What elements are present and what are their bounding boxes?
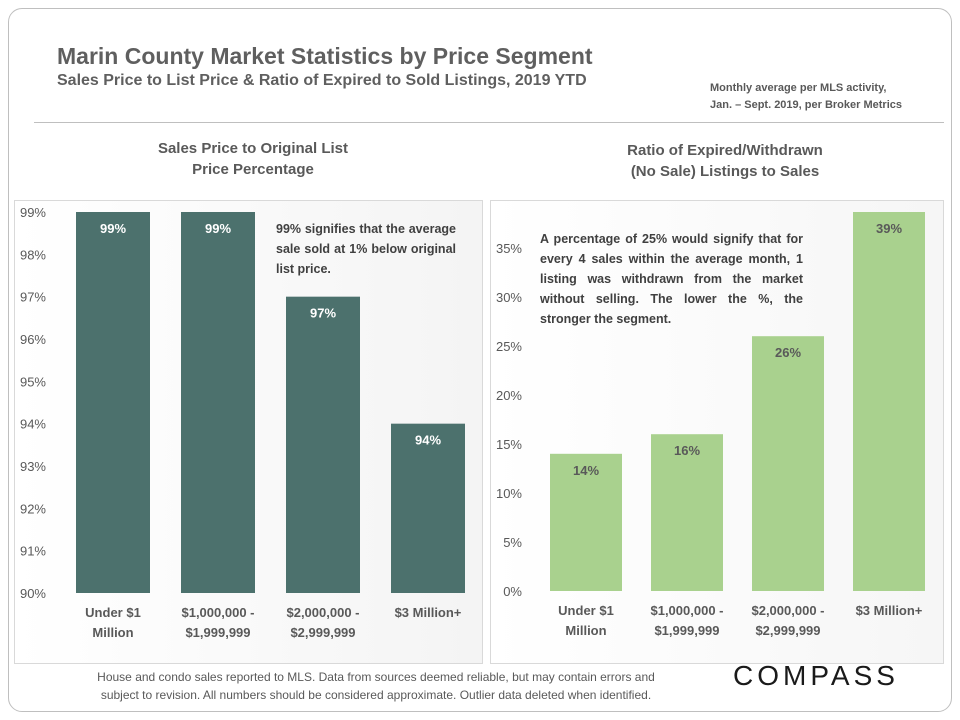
chart-2-title: Ratio of Expired/Withdrawn (No Sale) Lis… xyxy=(580,140,870,182)
chart-1-annotation: 99% signifies that the average sale sold… xyxy=(276,222,456,276)
footer-line-2: subject to revision. All numbers should … xyxy=(100,688,652,702)
source-note: Monthly average per MLS activity, Jan. –… xyxy=(710,80,902,114)
chart-1-bar xyxy=(391,423,465,593)
chart-2-ytick-label: 35% xyxy=(496,241,522,256)
chart-2-category-label: Under $1 Million xyxy=(558,603,614,638)
chart-2-ytick-label: 5% xyxy=(503,535,522,550)
chart-1-category-label: $3 Million+ xyxy=(395,605,462,620)
chart-1-ytick-label: 92% xyxy=(20,501,46,516)
chart-2-category-label: $3 Million+ xyxy=(856,603,923,618)
chart-1-title-line-2: Price Percentage xyxy=(192,161,314,178)
chart-1-title-line-1: Sales Price to Original List xyxy=(157,140,349,157)
chart-2-annotation: A percentage of 25% would signify that f… xyxy=(540,232,803,326)
chart-1-category-label: $1,000,000 -$1,999,999 xyxy=(181,605,254,640)
chart-2-ytick-label: 30% xyxy=(496,290,522,305)
chart-1-ytick-label: 96% xyxy=(20,332,46,347)
chart-1-category-label: Under $1 Million xyxy=(85,605,141,640)
footer-line-1: House and condo sales reported to MLS. D… xyxy=(97,670,655,684)
page-subtitle: Sales Price to List Price & Ratio of Exp… xyxy=(57,72,587,89)
chart-2-panel: 0% 5% 10% 15% 20% 25% 30% 35% 14% Under $1 Million… xyxy=(490,200,944,664)
chart-2-svg: 0% 5% 10% 15% 20% 25% 30% 35% 14% Under $1 Million… xyxy=(496,212,925,638)
chart-2-category-label: $2,000,000 -$2,999,999 xyxy=(751,603,824,638)
chart-1-ytick-label: 94% xyxy=(20,417,46,432)
page-title: Marin County Market Statistics by Price … xyxy=(57,43,593,69)
chart-2-bar xyxy=(853,212,925,591)
footer-disclaimer: House and condo sales reported to MLS. D… xyxy=(66,668,686,704)
chart-2-ytick-label: 0% xyxy=(503,584,522,599)
chart-1-title: Sales Price to Original List Price Perce… xyxy=(110,138,396,180)
chart-1-ytick-label: 97% xyxy=(20,290,46,305)
chart-2-ytick-label: 25% xyxy=(496,339,522,354)
chart-1-ytick-label: 91% xyxy=(20,544,46,559)
chart-1-bar xyxy=(76,212,150,593)
chart-1-bar xyxy=(181,212,255,593)
chart-2-data-label: 26% xyxy=(775,345,801,360)
chart-2-title-line-1: Ratio of Expired/Withdrawn xyxy=(627,142,823,159)
chart-1-category-label: $2,000,000 -$2,999,999 xyxy=(286,605,359,640)
chart-2-bar xyxy=(752,336,824,591)
chart-2-bar xyxy=(550,453,622,591)
chart-1-ytick-label: 95% xyxy=(20,374,46,389)
chart-2-title-line-2: (No Sale) Listings to Sales xyxy=(630,163,820,180)
chart-2-bar xyxy=(651,434,723,591)
chart-1-ytick-label: 93% xyxy=(20,459,46,474)
chart-1-ytick-label: 98% xyxy=(20,247,46,262)
chart-1-ytick-label: 99% xyxy=(20,205,46,220)
chart-2-data-label: 14% xyxy=(573,463,599,478)
chart-1-data-label: 94% xyxy=(415,433,441,448)
header-divider xyxy=(34,122,944,123)
chart-2-ytick-label: 15% xyxy=(496,437,522,452)
chart-1-panel: 90% 91% 92% 93% 94% 95% 96% 97% 98% 99% 99% Under $… xyxy=(14,200,483,664)
chart-2-ytick-label: 20% xyxy=(496,388,522,403)
chart-1-data-label: 99% xyxy=(100,221,126,236)
chart-2-category-label: $1,000,000 -$1,999,999 xyxy=(650,603,723,638)
source-note-line-1: Monthly average per MLS activity, xyxy=(710,82,887,94)
chart-2-ytick-label: 10% xyxy=(496,486,522,501)
chart-1-ytick-label: 90% xyxy=(20,586,46,601)
chart-1-data-label: 97% xyxy=(310,306,336,321)
compass-logo: COMPASS xyxy=(733,660,899,691)
source-note-line-2: Jan. – Sept. 2019, per Broker Metrics xyxy=(710,99,902,111)
chart-2-data-label: 39% xyxy=(876,221,902,236)
chart-1-bar xyxy=(286,296,360,593)
chart-2-data-label: 16% xyxy=(674,443,700,458)
chart-1-data-label: 99% xyxy=(205,221,231,236)
chart-1-svg: 90% 91% 92% 93% 94% 95% 96% 97% 98% 99% 99% Under $… xyxy=(20,205,465,640)
